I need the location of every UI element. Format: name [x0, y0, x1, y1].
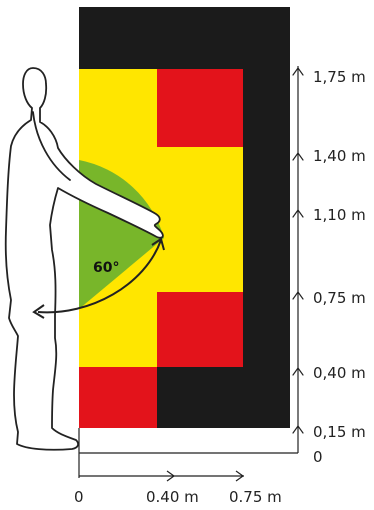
height-label-0-75: 0,75 m	[313, 289, 366, 307]
human-silhouette-icon	[4, 67, 164, 451]
up-arrow-icon	[292, 424, 304, 434]
height-label-1-40: 1,40 m	[313, 147, 366, 165]
red-zone-upper	[157, 69, 243, 147]
height-label-0: 0	[313, 448, 323, 466]
red-zone-lower	[157, 292, 243, 367]
height-label-1-10: 1,10 m	[313, 206, 366, 224]
arc-arrowhead-left	[32, 304, 45, 319]
up-arrow-icon	[292, 366, 304, 376]
red-zone-bottom-left	[79, 367, 157, 428]
reach-label-0-40: 0.40 m	[146, 488, 199, 506]
right-black-column	[243, 69, 290, 428]
angle-label: 60°	[93, 260, 119, 276]
right-arrow-icon	[166, 470, 176, 482]
height-label-0-15: 0,15 m	[313, 423, 366, 441]
reach-label-0: 0	[74, 488, 84, 506]
up-arrow-icon	[292, 290, 304, 300]
up-arrow-icon	[292, 66, 304, 76]
up-arrow-icon	[292, 208, 304, 218]
top-black-zone	[79, 7, 290, 69]
height-axis-arrows	[292, 66, 304, 434]
reach-label-0-75: 0.75 m	[229, 488, 282, 506]
height-label-0-40: 0,40 m	[313, 364, 366, 382]
yellow-zone-middle	[157, 147, 243, 292]
right-arrow-icon	[235, 470, 245, 482]
bottom-black-zone	[157, 367, 243, 428]
angle-arc	[37, 239, 162, 314]
up-arrow-icon	[292, 151, 304, 161]
height-label-1-75: 1,75 m	[313, 68, 366, 86]
arc-arrowhead-top	[151, 237, 165, 251]
